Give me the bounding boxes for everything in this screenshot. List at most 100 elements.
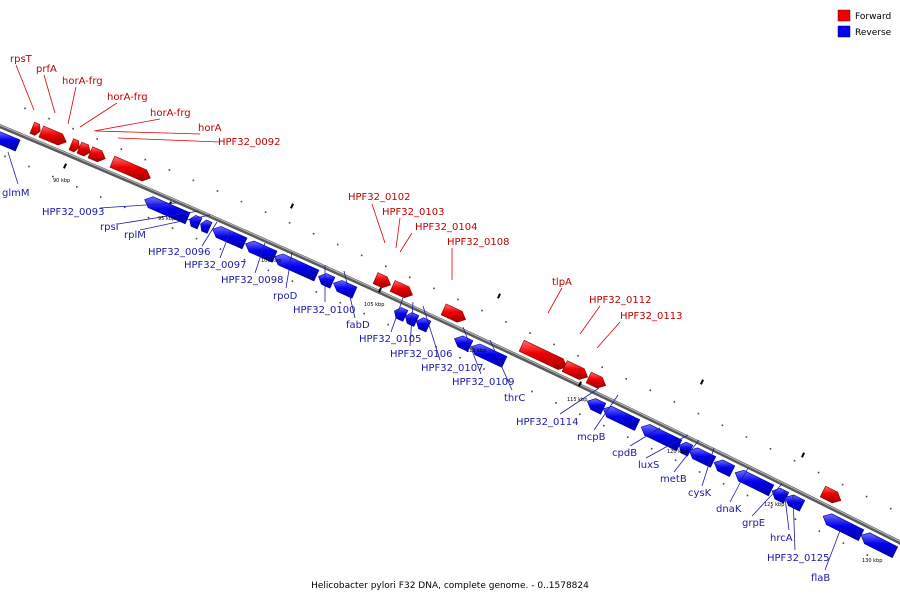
gene-label[interactable]: HPF32_0098: [221, 275, 283, 286]
gene-label[interactable]: luxS: [638, 460, 659, 471]
gene-label[interactable]: HPF32_0105: [359, 334, 421, 345]
forward-gene-arrow[interactable]: [440, 303, 467, 323]
gene-label[interactable]: HPF32_0108: [447, 237, 509, 248]
reverse-gene-arrow[interactable]: [0, 131, 21, 152]
label-leader-line: [285, 251, 293, 289]
reverse-gene-arrow[interactable]: [734, 469, 775, 497]
gene-label[interactable]: hrcA: [770, 533, 793, 544]
gene-label[interactable]: HPF32_0112: [589, 295, 651, 306]
forward-gene-arrow[interactable]: [585, 371, 607, 389]
gene-label[interactable]: metB: [660, 474, 687, 485]
gene-label[interactable]: fabD: [346, 320, 370, 331]
track-dot: [770, 506, 773, 509]
gene-label[interactable]: grpE: [742, 518, 765, 529]
label-leader-line: [729, 467, 749, 503]
forward-gene-arrow[interactable]: [518, 339, 568, 370]
gene-label[interactable]: HPF32_0125: [767, 553, 829, 564]
gene-label[interactable]: rpsI: [100, 222, 119, 233]
gene-label[interactable]: HPF32_0107: [421, 363, 483, 374]
gene-label[interactable]: rplM: [124, 230, 146, 241]
gene-label[interactable]: HPF32_0092: [218, 137, 280, 148]
gene-label[interactable]: horA-frg: [62, 76, 103, 87]
gene-label[interactable]: glmM: [2, 188, 30, 199]
forward-gene-labels: rpsT prfA horA-frg horA-frg horA-frg hor…: [10, 54, 682, 322]
track-dot: [147, 216, 150, 219]
gene-label[interactable]: HPF32_0102: [348, 192, 410, 203]
track-dot: [243, 258, 246, 261]
gene-label[interactable]: cysK: [688, 488, 712, 499]
reverse-gene-arrow[interactable]: [784, 494, 806, 512]
tick-label: 100 kbp: [261, 258, 281, 264]
reverse-gene-arrow[interactable]: [640, 424, 683, 452]
gene-label[interactable]: dnaK: [716, 504, 742, 515]
gene-label[interactable]: HPF32_0097: [184, 260, 246, 271]
tick-label: 105 kbp: [364, 302, 384, 308]
gene-label[interactable]: HPF32_0109: [452, 377, 514, 388]
label-leader-lines: [7, 64, 842, 571]
tick-label: 90 kbp: [53, 178, 70, 184]
gene-label[interactable]: horA: [198, 123, 222, 134]
reverse-gene-arrow[interactable]: [586, 398, 607, 415]
track-dot: [28, 165, 30, 168]
label-leader-line: [79, 102, 118, 128]
forward-gene-arrow[interactable]: [68, 138, 80, 153]
gene-label[interactable]: prfA: [36, 64, 57, 75]
forward-gene-arrow[interactable]: [87, 146, 106, 163]
gene-label[interactable]: tlpA: [552, 277, 572, 288]
label-leader-line: [751, 483, 783, 517]
reverse-gene-arrow[interactable]: [212, 226, 248, 250]
label-leader-line: [254, 242, 266, 274]
label-leader-line: [390, 297, 404, 333]
gene-label[interactable]: HPF32_0103: [382, 207, 444, 218]
forward-gene-arrow[interactable]: [561, 360, 589, 380]
forward-gene-arrow[interactable]: [819, 485, 842, 504]
gene-label[interactable]: HPF32_0113: [620, 311, 682, 322]
track-dot: [312, 232, 315, 235]
gene-label[interactable]: cpdB: [612, 448, 637, 459]
gene-label[interactable]: HPF32_0104: [415, 222, 477, 233]
reverse-gene-arrow[interactable]: [416, 317, 432, 333]
gene-label[interactable]: rpsT: [10, 54, 33, 65]
track-dot: [697, 412, 700, 415]
gene-label[interactable]: HPF32_0106: [390, 349, 452, 360]
track-dot: [99, 196, 102, 198]
gene-label[interactable]: flaB: [811, 573, 830, 584]
gene-label[interactable]: horA-frg: [107, 92, 148, 103]
gene-label[interactable]: rpoD: [273, 291, 298, 302]
gene-label[interactable]: HPF32_0100: [293, 305, 355, 316]
forward-gene-arrow[interactable]: [38, 125, 67, 146]
forward-gene-arrow[interactable]: [389, 280, 414, 299]
gene-label[interactable]: thrC: [504, 393, 525, 404]
forward-gene-arrow[interactable]: [29, 121, 41, 136]
tick-mark: [700, 379, 704, 385]
gene-label[interactable]: mcpB: [577, 432, 606, 443]
gene-features: [0, 121, 899, 559]
reverse-gene-arrow[interactable]: [200, 219, 213, 234]
gene-label[interactable]: horA-frg: [150, 108, 191, 119]
label-leader-line: [117, 137, 221, 143]
track-dot: [291, 280, 294, 282]
track-dot: [650, 447, 653, 450]
track-dot: [674, 459, 677, 462]
gene-label[interactable]: HPF32_0096: [148, 247, 210, 258]
reverse-gene-arrow[interactable]: [470, 343, 508, 368]
forward-gene-arrow[interactable]: [372, 272, 391, 289]
tick-mark: [63, 163, 67, 169]
reverse-gene-arrow[interactable]: [274, 253, 320, 282]
forward-gene-arrow[interactable]: [76, 141, 91, 157]
legend-forward-swatch: [837, 9, 851, 22]
track-dot: [96, 138, 98, 140]
forward-gene-arrow[interactable]: [109, 155, 151, 182]
gene-label[interactable]: HPF32_0093: [42, 207, 104, 218]
track-dot: [649, 389, 652, 392]
gene-label[interactable]: HPF32_0114: [516, 417, 578, 428]
track-dot: [483, 368, 485, 370]
reverse-gene-arrow[interactable]: [144, 196, 191, 225]
label-leader-line: [7, 151, 19, 185]
reverse-gene-arrow[interactable]: [822, 513, 865, 542]
reverse-gene-arrow[interactable]: [713, 459, 736, 477]
reverse-gene-arrow[interactable]: [860, 532, 899, 559]
reverse-gene-arrow[interactable]: [318, 273, 336, 289]
label-leader-line: [343, 270, 356, 319]
reverse-gene-arrow[interactable]: [333, 280, 358, 299]
